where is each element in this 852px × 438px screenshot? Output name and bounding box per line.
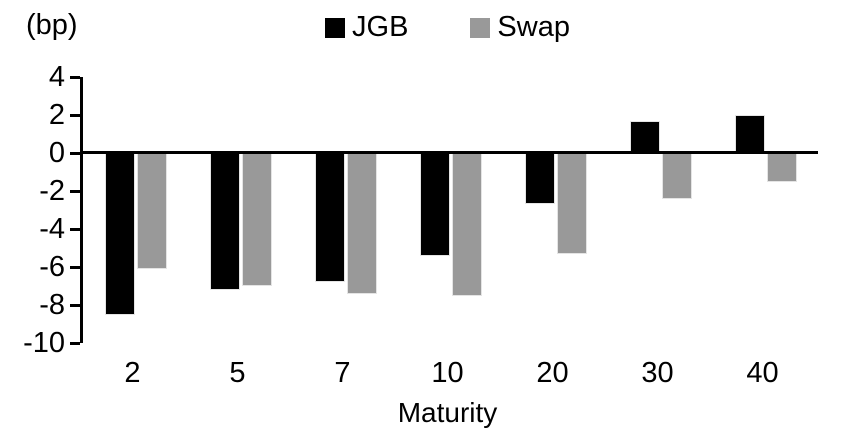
bar-jgb-40 xyxy=(734,115,765,153)
y-axis-tick xyxy=(70,342,80,345)
legend-label-jgb: JGB xyxy=(352,11,409,43)
legend-item-jgb: JGB xyxy=(325,11,408,44)
y-axis-tick-label: -2 xyxy=(39,175,65,207)
legend: JGB Swap xyxy=(80,11,815,44)
bar-jgb-10 xyxy=(419,153,450,256)
y-axis-tick xyxy=(70,114,80,117)
bar-swap-40 xyxy=(766,153,797,182)
bar-swap-20 xyxy=(556,153,587,254)
bar-jgb-2 xyxy=(104,153,135,315)
bar-jgb-5 xyxy=(209,153,240,290)
y-axis-tick-label: -6 xyxy=(39,251,65,283)
x-axis-title: Maturity xyxy=(397,397,498,428)
x-axis-tick-label: 30 xyxy=(641,357,674,389)
plot-area: 4 2 0 -2 -4 -6 -8 -10 xyxy=(23,61,818,359)
x-axis-tick-label: 10 xyxy=(431,357,464,389)
x-axis-zero-line xyxy=(80,151,818,154)
bar-swap-2 xyxy=(136,153,167,269)
y-axis-tick-label: 4 xyxy=(48,61,65,93)
y-axis-tick xyxy=(70,228,80,231)
y-axis-tick-label: 2 xyxy=(48,99,65,131)
y-axis-unit-label: (bp) xyxy=(26,9,78,41)
x-axis-tick-label: 40 xyxy=(746,357,779,389)
y-axis-tick xyxy=(70,152,80,155)
y-axis-tick-label: -8 xyxy=(39,289,65,321)
legend-label-swap: Swap xyxy=(497,11,570,43)
bar-swap-10 xyxy=(451,153,482,296)
bar-swap-30 xyxy=(661,153,692,199)
x-axis-tick-label: 7 xyxy=(334,357,351,389)
bar-jgb-20 xyxy=(524,153,555,205)
x-axis-tick-label: 2 xyxy=(124,357,141,389)
y-axis-tick xyxy=(70,190,80,193)
legend-swatch-swap-icon xyxy=(470,17,491,38)
x-axis-tick-label: 5 xyxy=(229,357,246,389)
bar-jgb-7 xyxy=(314,153,345,283)
y-axis-tick xyxy=(70,266,80,269)
x-axis-labels: 2 5 7 10 20 30 40 xyxy=(80,356,815,390)
y-axis-tick-label: -4 xyxy=(39,213,65,245)
x-axis-tick-label: 20 xyxy=(536,357,569,389)
legend-swatch-jgb-icon xyxy=(325,17,346,38)
y-axis-tick-label: 0 xyxy=(48,137,65,169)
legend-item-swap: Swap xyxy=(470,11,570,44)
bar-jgb-30 xyxy=(629,120,660,153)
bar-swap-5 xyxy=(241,153,272,286)
bar-swap-7 xyxy=(346,153,377,294)
y-axis-tick-label: -10 xyxy=(23,327,65,359)
y-axis-tick xyxy=(70,304,80,307)
y-axis-tick xyxy=(70,76,80,79)
